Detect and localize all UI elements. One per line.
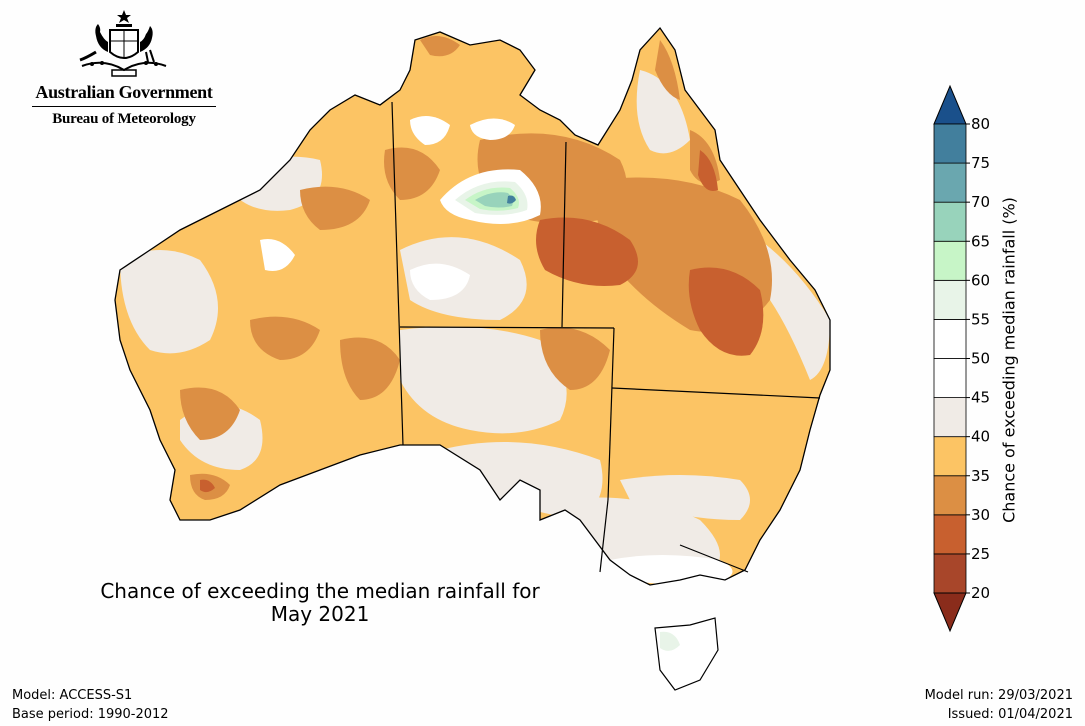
colorbar-tick-label: 65 (971, 232, 990, 250)
map-title-line1: Chance of exceeding the median rainfall … (100, 579, 540, 603)
colorbar-band-60-65 (933, 240, 967, 281)
footer-left: Model: ACCESS-S1 Base period: 1990-2012 (12, 686, 169, 724)
model-name: Model: ACCESS-S1 (12, 688, 133, 703)
bureau-name: Bureau of Meteorology (52, 111, 196, 127)
map-title: Chance of exceeding the median rainfall … (60, 580, 580, 626)
colorbar-tick-label: 20 (971, 584, 990, 602)
colorbar-band-50-55 (933, 319, 967, 359)
model-run: Model run: 29/03/2021 (924, 688, 1073, 703)
coat-of-arms-icon (79, 10, 167, 77)
colorbar: 20 25 30 35 40 45 50 55 60 65 70 75 80 (933, 84, 990, 633)
colorbar-tick-label: 70 (971, 193, 990, 211)
colorbar-tick-label: 30 (971, 506, 990, 524)
colorbar-band-30-35 (933, 475, 967, 516)
colorbar-band-65-70 (933, 201, 967, 242)
colorbar-band-55-60 (933, 279, 967, 320)
bom-logo: Australian Government Bureau of Meteorol… (24, 8, 224, 128)
base-period: Base period: 1990-2012 (12, 707, 169, 722)
colorbar-label: Chance of exceeding median rainfall (%) (999, 197, 1019, 523)
logo-divider (32, 106, 216, 107)
issued-date: Issued: 01/04/2021 (947, 707, 1073, 722)
colorbar-tick-label: 35 (971, 467, 990, 485)
colorbar-band-25-30 (933, 514, 967, 555)
colorbar-tick-label: 55 (971, 310, 990, 328)
state-borders (391, 101, 821, 573)
tasmania-coastline (654, 617, 719, 691)
footer-right: Model run: 29/03/2021 Issued: 01/04/2021 (925, 686, 1073, 724)
colorbar-band-20-25 (933, 553, 967, 594)
colorbar-band-35-40 (933, 436, 967, 477)
colorbar-tick-label: 80 (971, 115, 990, 133)
colorbar-tick-label: 25 (971, 545, 990, 563)
colorbar-band-45-50 (933, 358, 967, 398)
map-title-line2: May 2021 (270, 602, 370, 626)
colorbar-tick-label: 60 (971, 271, 990, 289)
government-name: Australian Government (35, 82, 213, 102)
colorbar-tick-label: 45 (971, 389, 990, 407)
colorbar-band-75-80 (933, 123, 967, 164)
colorbar-tick-label: 40 (971, 428, 990, 446)
colorbar-tick-label: 50 (971, 350, 990, 368)
colorbar-band-70-75 (933, 162, 967, 203)
colorbar-tick-label: 75 (971, 154, 990, 172)
colorbar-band-40-45 (933, 397, 967, 438)
